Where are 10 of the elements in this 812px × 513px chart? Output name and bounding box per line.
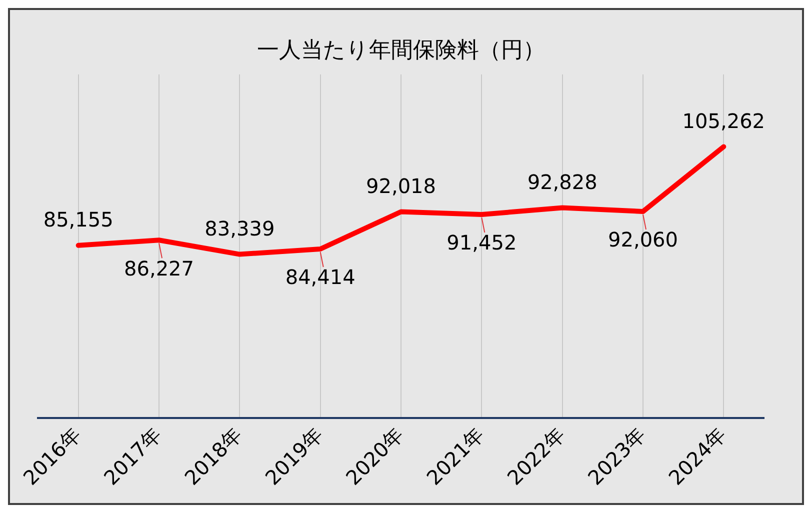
data-label: 91,452 [446, 230, 517, 255]
data-label: 92,828 [527, 170, 598, 194]
data-label: 92,018 [366, 174, 436, 198]
data-label: 86,227 [124, 256, 194, 280]
data-label: 85,155 [43, 208, 114, 232]
data-label: 83,339 [204, 216, 275, 240]
data-label: 92,060 [608, 228, 678, 252]
data-label: 84,414 [285, 265, 356, 290]
data-label: 105,262 [682, 108, 766, 133]
chart-title: 一人当たり年間保険料（円） [257, 38, 545, 63]
